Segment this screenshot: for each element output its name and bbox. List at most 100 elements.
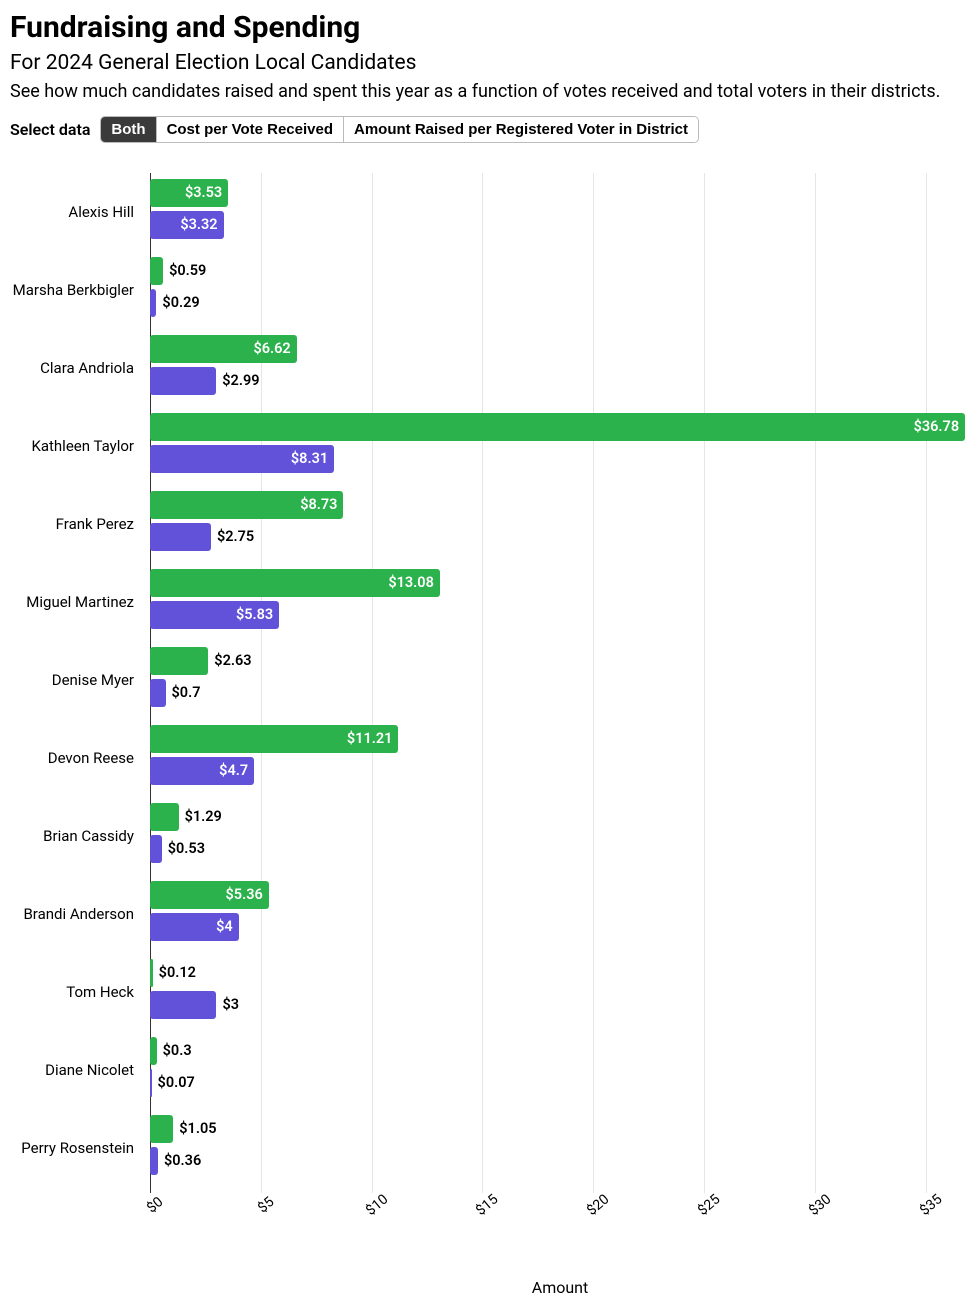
bar-value-label: $3 <box>222 991 239 1019</box>
bar-value-label: $36.78 <box>914 413 960 441</box>
bar <box>150 257 163 285</box>
x-tick-label: $25 <box>695 1191 723 1218</box>
bar <box>150 1037 157 1065</box>
bar: $3.32 <box>150 211 224 239</box>
bar: $11.21 <box>150 725 398 753</box>
candidate-row: Diane Nicolet$0.3$0.07 <box>150 1031 970 1109</box>
candidate-row: Kathleen Taylor$36.78$8.31 <box>150 407 970 485</box>
x-axis-title: Amount <box>150 1278 970 1297</box>
bar <box>150 991 216 1019</box>
bar: $36.78 <box>150 413 965 441</box>
candidate-name: Brandi Anderson <box>10 875 142 953</box>
x-tick-label: $15 <box>473 1191 501 1218</box>
candidate-name: Denise Myer <box>10 641 142 719</box>
candidate-row: Brian Cassidy$1.29$0.53 <box>150 797 970 875</box>
candidate-name: Perry Rosenstein <box>10 1109 142 1187</box>
candidate-row: Alexis Hill$3.53$3.32 <box>150 173 970 251</box>
candidate-name: Diane Nicolet <box>10 1031 142 1109</box>
x-tick-label: $30 <box>806 1191 834 1218</box>
candidate-row: Perry Rosenstein$1.05$0.36 <box>150 1109 970 1187</box>
page-subtitle: For 2024 General Election Local Candidat… <box>10 51 970 75</box>
bar-value-label: $0.53 <box>168 835 205 863</box>
x-tick-label: $0 <box>144 1194 166 1216</box>
bar-value-label: $2.99 <box>222 367 259 395</box>
bar: $5.83 <box>150 601 279 629</box>
bar <box>150 679 166 707</box>
candidate-name: Miguel Martinez <box>10 563 142 641</box>
selector-option[interactable]: Both <box>101 117 156 142</box>
bar-value-label: $2.63 <box>214 647 251 675</box>
candidate-row: Marsha Berkbigler$0.59$0.29 <box>150 251 970 329</box>
bar-value-label: $0.3 <box>163 1037 192 1065</box>
bar-value-label: $4 <box>216 913 233 941</box>
chart-area: Alexis Hill $3.53 $3.32 Marsha Berkbigler $0… <box>10 173 970 1193</box>
x-tick-label: $20 <box>584 1191 612 1218</box>
bar-value-label: $11.21 <box>347 725 393 753</box>
selector-label: Select data <box>10 120 90 139</box>
bar: $4 <box>150 913 239 941</box>
x-tick-label: $5 <box>255 1194 277 1216</box>
bar-value-label: $0.12 <box>159 959 196 987</box>
x-axis-ticks: $0$5$10$15$20$25$30$35 <box>150 1195 970 1235</box>
bar-value-label: $6.62 <box>253 335 290 363</box>
bar <box>150 523 211 551</box>
bar-value-label: $5.36 <box>226 881 263 909</box>
candidate-name: Kathleen Taylor <box>10 407 142 485</box>
selector-option[interactable]: Amount Raised per Registered Voter in Di… <box>344 117 698 142</box>
bar-value-label: $8.73 <box>300 491 337 519</box>
bar-value-label: $2.75 <box>217 523 254 551</box>
bar: $8.73 <box>150 491 343 519</box>
bar: $3.53 <box>150 179 228 207</box>
bar-value-label: $3.53 <box>185 179 222 207</box>
candidate-row: Frank Perez$8.73$2.75 <box>150 485 970 563</box>
bar-value-label: $8.31 <box>291 445 328 473</box>
bar <box>150 959 153 987</box>
candidate-name: Brian Cassidy <box>10 797 142 875</box>
x-tick-label: $35 <box>917 1191 945 1218</box>
bar <box>150 1115 173 1143</box>
bar-value-label: $1.05 <box>179 1115 216 1143</box>
bar: $13.08 <box>150 569 440 597</box>
page-description: See how much candidates raised and spent… <box>10 81 970 102</box>
candidate-row: Devon Reese$11.21$4.7 <box>150 719 970 797</box>
bar <box>150 835 162 863</box>
candidate-name: Clara Andriola <box>10 329 142 407</box>
selector-group: BothCost per Vote ReceivedAmount Raised … <box>100 116 699 143</box>
plot-area: Alexis Hill$3.53$3.32Marsha Berkbigler$0… <box>150 173 970 1193</box>
candidate-name: Alexis Hill <box>10 173 142 251</box>
bar-value-label: $0.07 <box>158 1069 195 1097</box>
bar-value-label: $3.32 <box>180 211 217 239</box>
chart-container: Alexis Hill $3.53 $3.32 Marsha Berkbigler $0… <box>10 173 970 1283</box>
data-selector-row: Select data BothCost per Vote ReceivedAm… <box>10 116 970 143</box>
candidate-row: Tom Heck$0.12$3 <box>150 953 970 1031</box>
bar <box>150 367 216 395</box>
bar-value-label: $0.59 <box>169 257 206 285</box>
bar: $8.31 <box>150 445 334 473</box>
bar <box>150 647 208 675</box>
bar: $5.36 <box>150 881 269 909</box>
bar-value-label: $5.83 <box>236 601 273 629</box>
bar <box>150 1147 158 1175</box>
page-title: Fundraising and Spending <box>10 10 970 45</box>
x-tick-label: $10 <box>363 1191 391 1218</box>
candidate-row: Denise Myer$2.63$0.7 <box>150 641 970 719</box>
bar-value-label: $4.7 <box>219 757 248 785</box>
selector-option[interactable]: Cost per Vote Received <box>157 117 344 142</box>
bar: $6.62 <box>150 335 297 363</box>
bar-value-label: $0.29 <box>162 289 199 317</box>
bar <box>150 803 179 831</box>
candidate-row: Miguel Martinez$13.08$5.83 <box>150 563 970 641</box>
candidate-name: Tom Heck <box>10 953 142 1031</box>
candidate-row: Brandi Anderson$5.36$4 <box>150 875 970 953</box>
bar-value-label: $0.7 <box>172 679 201 707</box>
bar-value-label: $13.08 <box>388 569 434 597</box>
bar-value-label: $1.29 <box>185 803 222 831</box>
bar-value-label: $0.36 <box>164 1147 201 1175</box>
candidate-row: Clara Andriola$6.62$2.99 <box>150 329 970 407</box>
candidate-name: Frank Perez <box>10 485 142 563</box>
bar <box>150 289 156 317</box>
candidate-name: Devon Reese <box>10 719 142 797</box>
bar <box>150 1069 152 1097</box>
candidate-name: Marsha Berkbigler <box>10 251 142 329</box>
bar: $4.7 <box>150 757 254 785</box>
